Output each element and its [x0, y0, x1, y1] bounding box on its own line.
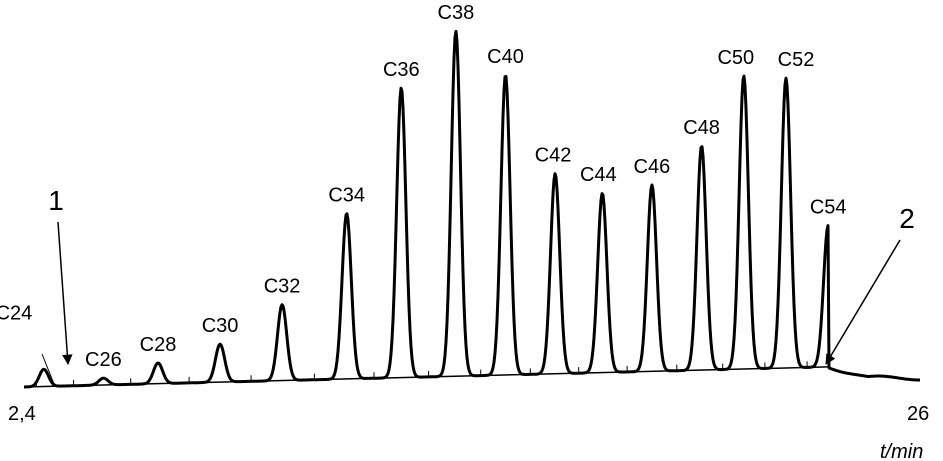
x-axis-label: t/min [880, 441, 923, 461]
peak-label: C30 [202, 315, 239, 337]
peak-label: C32 [264, 276, 301, 298]
peak-label: C42 [535, 145, 572, 167]
annotation-number: 1 [48, 185, 64, 216]
peak-label: C52 [778, 49, 815, 71]
peak-label: C54 [810, 197, 847, 219]
peak-label: C36 [383, 59, 420, 81]
peak-label: C24 [0, 302, 32, 324]
annotation-number: 2 [899, 203, 915, 234]
peak-label: C48 [683, 117, 720, 139]
peak-label: C28 [140, 334, 177, 356]
x-end-label: 26 [907, 403, 929, 425]
peak-label: C46 [634, 156, 671, 178]
peak-labels-layer: C24 C26 C28 C30 C32 C34 C36 C38 C40 C42 C44 C46 C48 C… [0, 2, 847, 371]
peak-label: C26 [85, 349, 122, 371]
annotations-layer: 12 [41, 185, 915, 385]
peak-label: C40 [487, 46, 524, 68]
annotation-arrow [825, 239, 901, 365]
peak-label: C44 [580, 164, 617, 186]
peak-label: C38 [438, 2, 475, 24]
x-start-label: 2,4 [8, 403, 36, 425]
chromatogram-trace [23, 29, 921, 389]
c24-leader-line [41, 353, 55, 385]
peak-label: C34 [328, 184, 365, 206]
peak-label: C50 [717, 47, 754, 69]
annotation-arrow [57, 221, 73, 366]
